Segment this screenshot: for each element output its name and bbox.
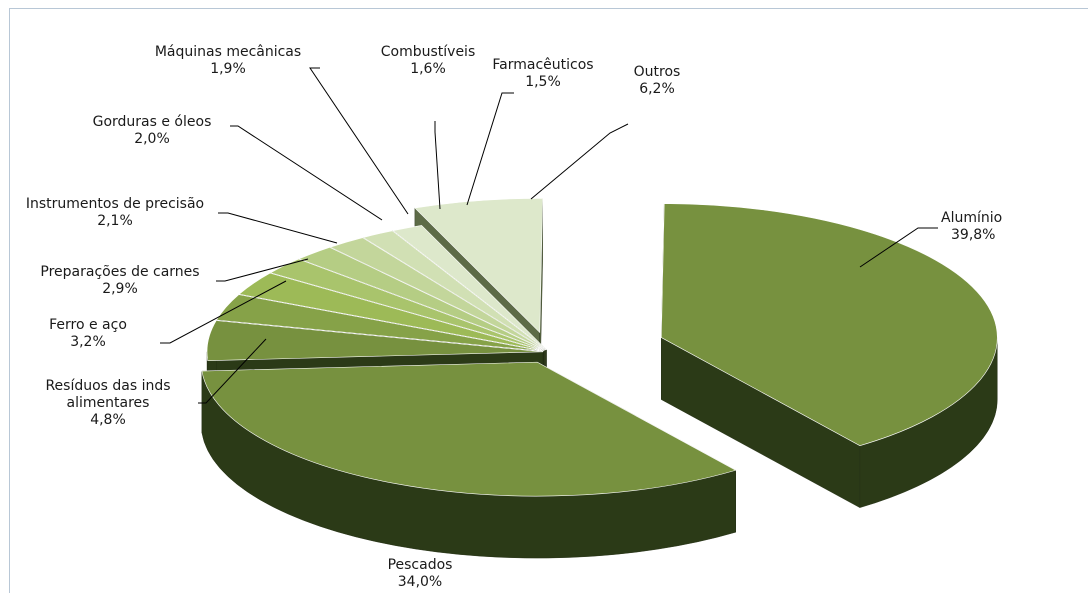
data-label: Instrumentos de precisão 2,1%: [26, 196, 204, 229]
leader-line: [230, 125, 383, 221]
leader-line: [530, 123, 629, 200]
leader-line: [466, 92, 514, 206]
data-label: Alumínio 39,8%: [941, 210, 1002, 243]
chart-area: Alumínio 39,8% Pescados 34,0% Resíduos das i…: [9, 8, 1088, 593]
pie-chart: Alumínio 39,8% Pescados 34,0% Resíduos das i…: [26, 44, 1002, 590]
data-label: Máquinas mecânicas 1,9%: [155, 44, 301, 77]
slice-pescados: [201, 361, 737, 559]
slice-alum-nio: [661, 203, 998, 509]
leader-line: [216, 258, 309, 282]
data-label: Gorduras e óleos 2,0%: [93, 114, 212, 147]
data-label: Ferro e aço 3,2%: [49, 317, 127, 350]
leader-line: [309, 67, 409, 215]
leader-line: [160, 280, 287, 344]
data-label: Farmacêuticos 1,5%: [492, 57, 593, 90]
leader-line: [198, 338, 267, 404]
leader-line: [859, 227, 938, 268]
leader-line: [218, 212, 338, 244]
leader-line: [434, 121, 441, 210]
data-label: Combustíveis 1,6%: [381, 44, 476, 77]
data-label: Resíduos das inds alimentares 4,8%: [45, 378, 170, 428]
data-label: Pescados 34,0%: [388, 557, 453, 590]
data-label: Outros 6,2%: [634, 64, 681, 97]
data-label: Preparações de carnes 2,9%: [40, 264, 199, 297]
